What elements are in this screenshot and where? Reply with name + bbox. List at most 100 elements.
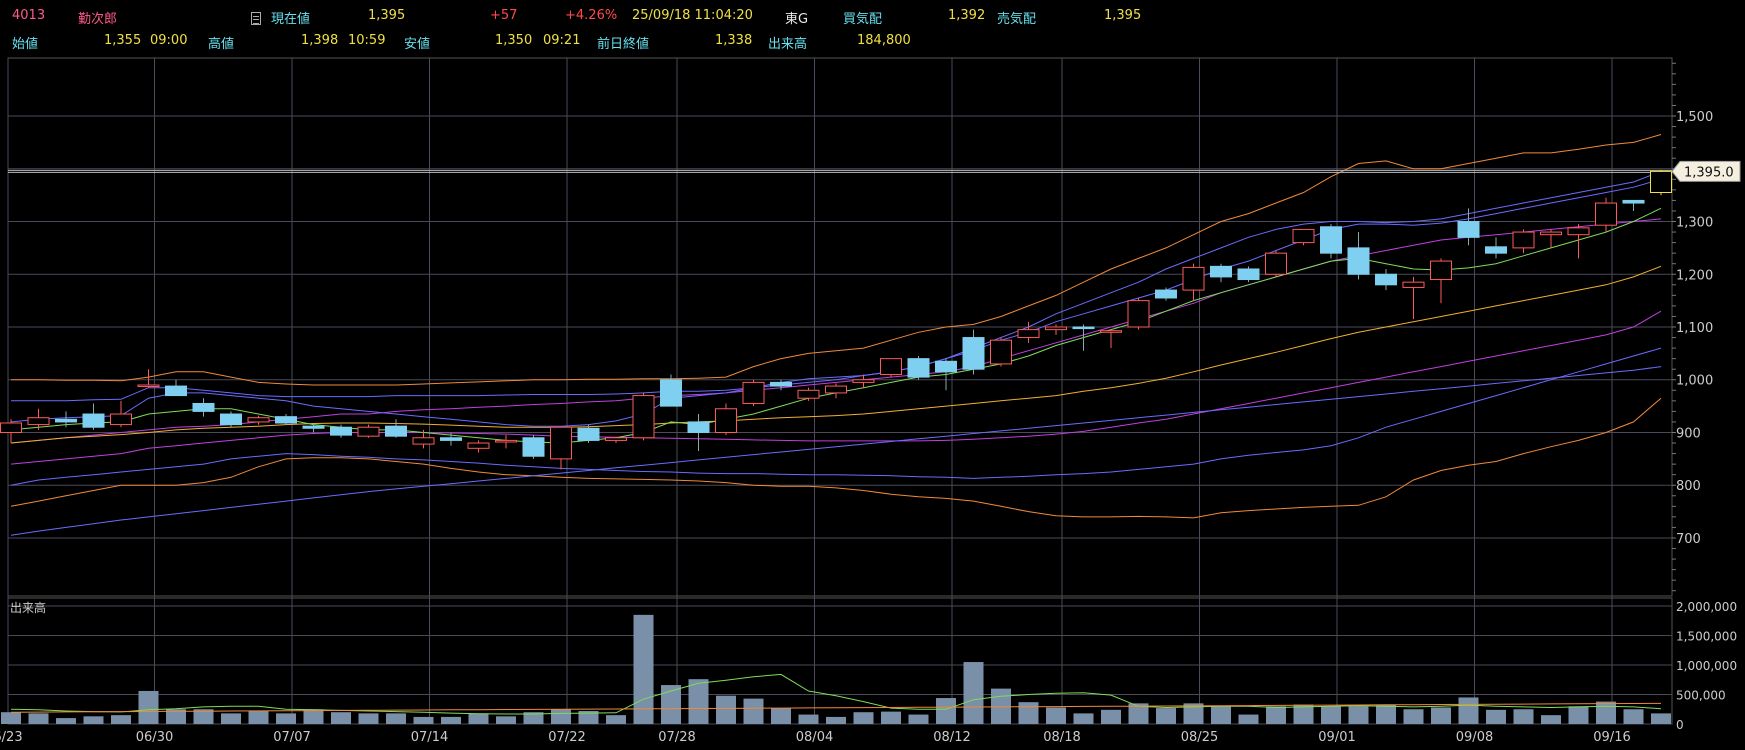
- low-time: 09:21: [543, 33, 581, 48]
- volume-bar: [661, 685, 681, 724]
- candle-body: [385, 425, 407, 437]
- date-tick-label: 07/22: [548, 730, 585, 745]
- volume-bar: [1486, 709, 1506, 724]
- prev-close-label: 前日終値: [597, 37, 650, 52]
- candle-body: [1540, 231, 1562, 236]
- high-value: 1,398: [301, 33, 339, 48]
- date-tick-label: 08/12: [933, 730, 970, 745]
- candle-body: [632, 395, 655, 439]
- low-label: 安値: [404, 37, 431, 52]
- candle-body: [522, 437, 545, 457]
- candle-body: [577, 427, 600, 441]
- volume-bar: [1376, 704, 1396, 724]
- candle-body: [770, 381, 792, 387]
- candle-body: [1347, 247, 1370, 275]
- volume-bar: [1018, 702, 1039, 724]
- quote-datetime: 25/09/18 11:04:20: [632, 8, 753, 23]
- volume-bar: [276, 713, 296, 724]
- candle-body: [467, 442, 490, 449]
- candle-body: [495, 439, 517, 443]
- last-price-tag-text: 1,395.0: [1684, 165, 1734, 180]
- date-tick-label: 6/23: [0, 730, 23, 745]
- candle-body: [1237, 268, 1260, 281]
- candle-body: [742, 381, 765, 404]
- volume-bar: [578, 711, 599, 724]
- candle-body: [82, 413, 105, 428]
- volume-bar: [1431, 707, 1451, 724]
- volume-bar: [881, 711, 901, 724]
- volume-value: 184,800: [857, 33, 911, 48]
- volume-ma-line: [10, 673, 1662, 715]
- candle-body: [880, 358, 902, 375]
- volume-bar: [853, 712, 874, 724]
- volume-bar: [331, 712, 351, 724]
- volume-bar: [413, 716, 434, 724]
- candle-body: [962, 337, 985, 370]
- candle-body: [412, 437, 435, 445]
- price-change: +57: [490, 8, 518, 23]
- volume-bar: [826, 716, 846, 724]
- candle-body: [1127, 300, 1150, 328]
- volume-bar: [111, 715, 131, 724]
- open-label: 始値: [12, 37, 39, 52]
- volume-bar: [138, 690, 159, 724]
- ask-label: 売気配: [997, 12, 1037, 27]
- ask-value: 1,395: [1104, 8, 1142, 23]
- volume-bar: [1046, 707, 1066, 724]
- volume-bar: [1183, 703, 1204, 724]
- candle-body: [1375, 273, 1397, 286]
- volume-panel-label: 出来高: [10, 600, 46, 615]
- volume-bar: [83, 716, 104, 724]
- volume-tick-label: 0: [1676, 718, 1684, 732]
- candle-body: [687, 421, 710, 433]
- volume-bar: [963, 662, 984, 724]
- volume-bar: [1541, 715, 1561, 724]
- volume-bar: [1403, 709, 1424, 724]
- volume-bar: [303, 709, 324, 724]
- price-tick-label: 900: [1676, 426, 1701, 441]
- volume-bar: [1156, 708, 1176, 724]
- moving-average-blue-line: [10, 178, 1662, 427]
- volume-tick-label: 1,500,000: [1676, 630, 1737, 644]
- price-change-pct: +4.26%: [565, 8, 618, 23]
- moving-average-short-line: [10, 207, 1662, 444]
- volume-bar: [386, 713, 406, 724]
- bid-value: 1,392: [948, 8, 986, 23]
- volume-bar: [248, 711, 269, 724]
- volume-bar: [771, 708, 791, 724]
- bollinger-lower3-line: [10, 397, 1662, 519]
- candle-body: [605, 437, 627, 441]
- volume-bar: [496, 716, 516, 724]
- candle-body: [55, 418, 77, 423]
- volume-bar: [1458, 697, 1479, 724]
- quote-header-row2: 始値 1,355 09:00 高値 1,398 10:59 安値 1,350 0…: [0, 29, 1745, 53]
- price-tick-label: 800: [1676, 479, 1701, 494]
- date-tick-label: 09/08: [1456, 730, 1493, 745]
- bid-label: 買気配: [843, 12, 883, 27]
- volume-bar: [1211, 705, 1231, 724]
- bollinger-lower2-line: [10, 347, 1662, 486]
- candle-body: [1457, 221, 1480, 238]
- candle-body: [1155, 289, 1177, 299]
- volume-bar: [1, 712, 21, 724]
- price-tick-label: 1,000: [1676, 374, 1713, 389]
- volume-bar: [1596, 701, 1616, 724]
- candle-body: [137, 384, 160, 388]
- date-tick-label: 08/25: [1181, 730, 1218, 745]
- candle-body: [1320, 226, 1342, 254]
- volume-bar: [1101, 709, 1121, 724]
- volume-bar: [358, 713, 379, 724]
- moving-average-mid-line: [10, 218, 1662, 444]
- candle-body: [1017, 329, 1040, 339]
- volume-bar: [193, 709, 214, 724]
- volume-bar: [1238, 714, 1259, 724]
- date-tick-label: 07/14: [411, 730, 448, 745]
- stock-name: 勤次郎: [78, 12, 118, 27]
- candle-body: [110, 413, 132, 426]
- candle-body: [27, 417, 50, 426]
- date-tick-label: 09/01: [1318, 730, 1355, 745]
- volume-tick-label: 2,000,000: [1676, 600, 1737, 614]
- volume-label: 出来高: [768, 37, 808, 52]
- date-tick-label: 09/16: [1593, 730, 1630, 745]
